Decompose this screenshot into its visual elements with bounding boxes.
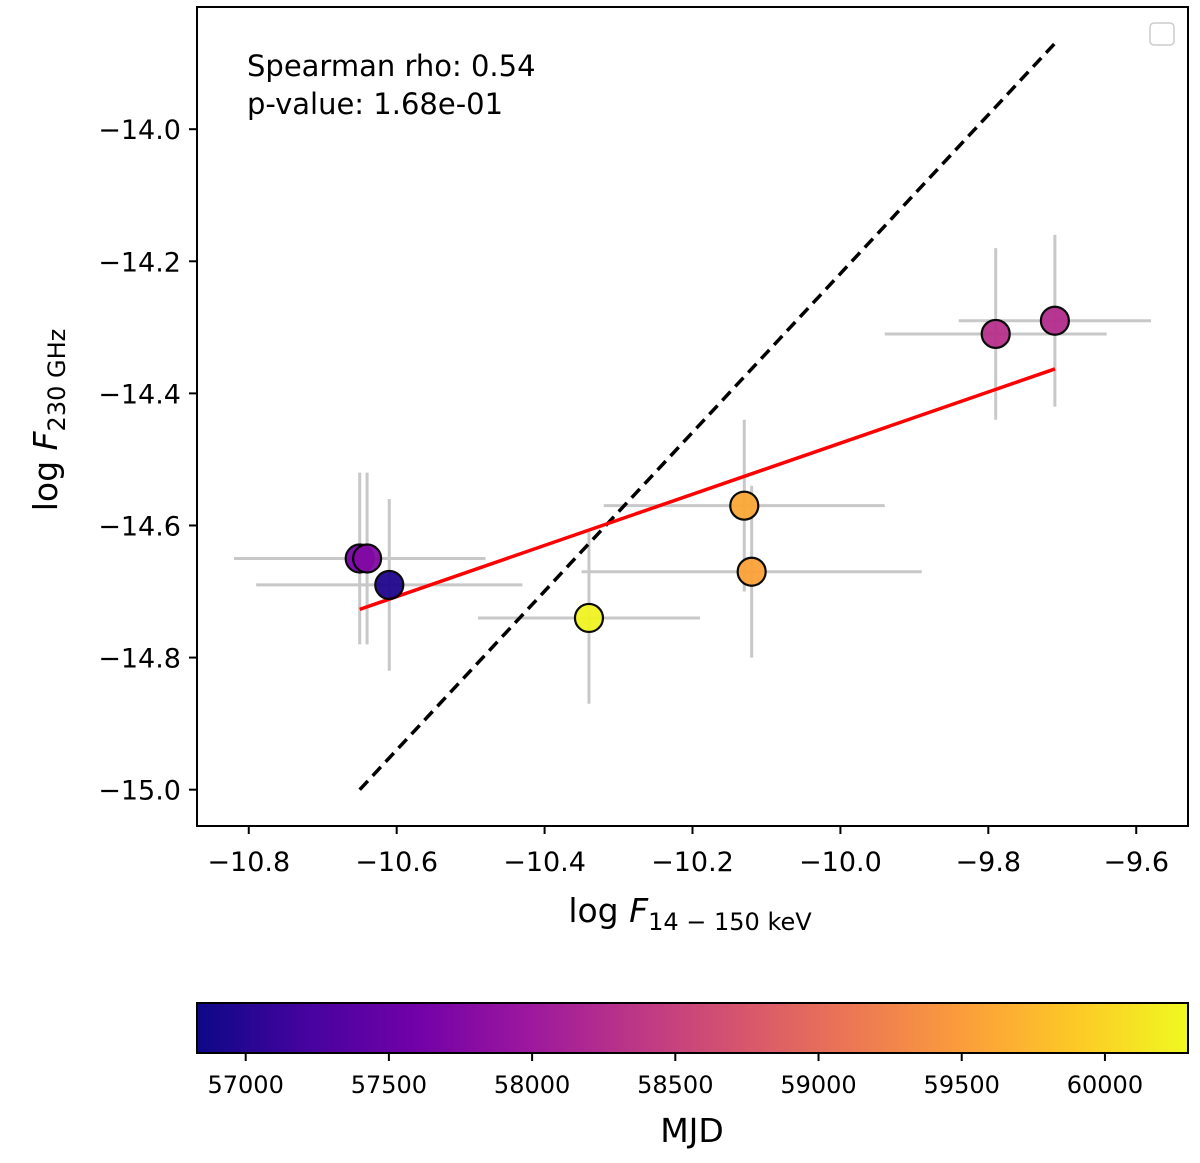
- y-tick-label: −14.0: [98, 115, 181, 146]
- x-tick-label: −10.8: [207, 847, 290, 878]
- y-tick-label: −14.8: [98, 644, 181, 675]
- data-point: [729, 490, 760, 521]
- colorbar-tick-label: 58000: [494, 1071, 570, 1099]
- x-tick-label: −9.8: [956, 847, 1022, 878]
- colorbar-ticks: 57000 57500 58000 58500 59000 59500 60000: [208, 1053, 1143, 1099]
- colorbar-tick-label: 59500: [924, 1071, 1000, 1099]
- data-point: [736, 556, 767, 587]
- x-tick-label: −10.6: [355, 847, 438, 878]
- x-tick-label: −10.2: [651, 847, 734, 878]
- fit-line: [359, 367, 1056, 612]
- data-point: [573, 602, 605, 634]
- colorbar-tick-label: 59000: [780, 1071, 856, 1099]
- plot-area: [197, 7, 1188, 826]
- y-axis-label: log F230 GHz: [26, 329, 71, 511]
- x-tick-label: −10.4: [503, 847, 586, 878]
- data-point: [351, 543, 383, 574]
- legend-box: [1149, 22, 1175, 46]
- colorbar-tick-label: 57000: [208, 1071, 284, 1099]
- x-tick-label: −9.6: [1103, 847, 1169, 878]
- p-value-annotation: p-value: 1.68e-01: [247, 87, 503, 121]
- data-points: [344, 305, 1070, 634]
- y-tick-label: −14.2: [98, 247, 181, 278]
- x-tick-label: −10.0: [799, 847, 882, 878]
- colorbar: [196, 1002, 1189, 1054]
- y-tick-label: −14.4: [98, 379, 181, 410]
- x-axis-ticks: −10.8 −10.6 −10.4 −10.2 −10.0 −9.8 −9.6: [207, 826, 1169, 878]
- y-axis-ticks: −15.0 −14.8 −14.6 −14.4 −14.2 −14.0: [98, 115, 197, 807]
- y-tick-label: −15.0: [98, 776, 181, 807]
- x-axis-label: log F14 − 150 keV: [568, 891, 812, 936]
- colorbar-tick-label: 60000: [1067, 1071, 1143, 1099]
- trend-lines: [358, 42, 1057, 791]
- colorbar-tick-label: 58500: [637, 1071, 713, 1099]
- data-point: [980, 318, 1011, 350]
- colorbar-label: MJD: [660, 1111, 724, 1150]
- colorbar-tick-label: 57500: [351, 1071, 427, 1099]
- y-tick-label: −14.6: [98, 511, 181, 542]
- data-point: [1039, 305, 1070, 336]
- spearman-annotation: Spearman rho: 0.54: [247, 49, 536, 83]
- data-point: [374, 569, 405, 601]
